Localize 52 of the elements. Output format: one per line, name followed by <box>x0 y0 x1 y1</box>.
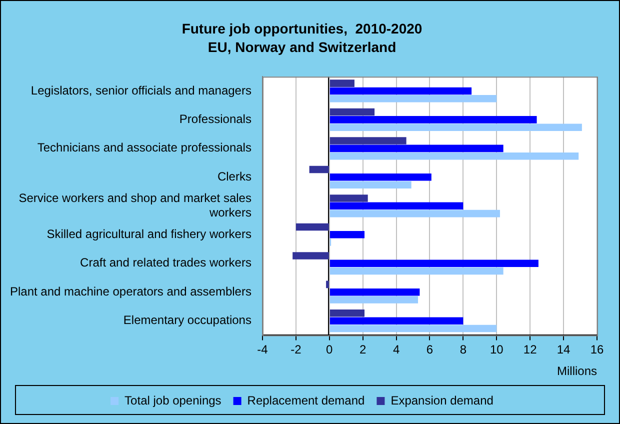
bar <box>330 137 406 144</box>
y-tick-label: Skilled agricultural and fishery workers <box>46 226 252 241</box>
y-tick-label: Clerks <box>217 169 252 184</box>
chart-title: Future job opportunities, 2010-2020 <box>182 20 422 36</box>
x-tick-label: -2 <box>290 342 302 357</box>
bar <box>326 280 329 288</box>
bar <box>330 324 497 332</box>
bar <box>330 80 354 87</box>
bar <box>330 288 420 296</box>
bar <box>330 317 464 324</box>
bar <box>330 202 464 210</box>
x-tick-label: -4 <box>257 342 268 357</box>
legend-label: Total job openings <box>124 393 222 408</box>
x-tick-label: 14 <box>556 342 571 357</box>
bar <box>330 310 364 317</box>
bar <box>330 174 432 181</box>
legend-label: Replacement demand <box>247 393 365 408</box>
y-tick-label: Service workers and shop and market sales workers <box>18 191 252 220</box>
x-axis-title: Millions <box>556 364 597 378</box>
bar <box>330 230 364 238</box>
x-tick-label: 0 <box>326 342 334 357</box>
y-tick-label: Elementary occupations <box>123 313 252 328</box>
bar <box>330 181 412 188</box>
bar <box>330 267 504 275</box>
y-tick-label: Craft and related trades workers <box>80 256 252 270</box>
x-tick-label: 12 <box>523 342 538 357</box>
x-tick-label: 4 <box>392 342 400 357</box>
x-tick-label: 10 <box>490 342 504 357</box>
legend-label: Expansion demand <box>390 393 494 408</box>
bar <box>330 260 538 268</box>
x-tick-label: 16 <box>590 342 604 357</box>
bar <box>330 296 418 304</box>
bar <box>330 87 472 95</box>
bar <box>330 152 579 160</box>
x-tick-label: 2 <box>359 342 366 357</box>
bar <box>330 94 497 102</box>
y-tick-label: Professionals <box>179 112 252 126</box>
bar <box>292 252 329 260</box>
chart-subtitle: EU, Norway and Switzerland <box>208 39 396 56</box>
bar <box>296 223 329 231</box>
bar <box>330 144 504 152</box>
bar <box>330 116 537 124</box>
bar <box>330 210 500 218</box>
bar <box>330 124 582 131</box>
bar <box>330 108 375 116</box>
y-tick-label: Plant and machine operators and assemblers <box>10 284 252 298</box>
bar <box>330 194 368 202</box>
x-tick-label: 8 <box>460 342 467 357</box>
x-tick-label: 6 <box>426 342 434 357</box>
y-tick-label: Technicians and associate professionals <box>37 140 252 155</box>
y-tick-label: Legislators, senior officials and managers <box>30 83 252 98</box>
bar <box>309 166 329 174</box>
